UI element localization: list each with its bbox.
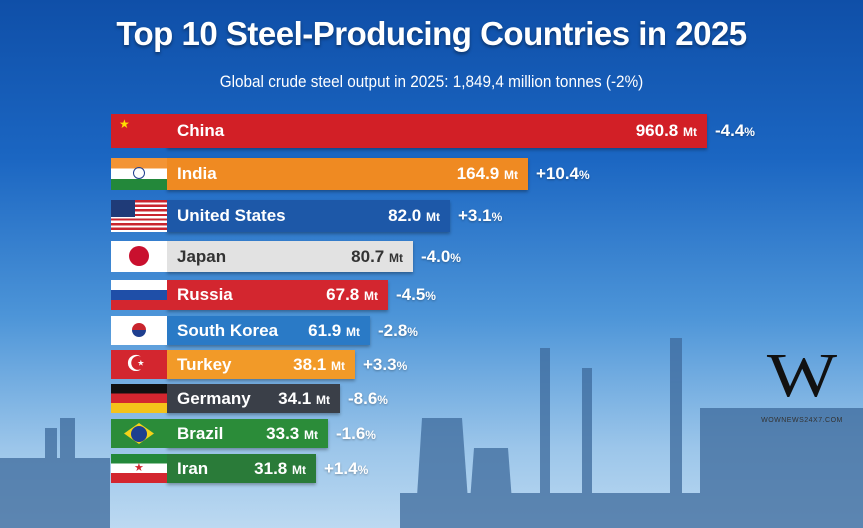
country-label: India (177, 164, 217, 183)
value-label: 34.1 Mt (278, 388, 330, 408)
bar-row-japan: Japan 80.7 Mt -4.0% (111, 241, 461, 272)
value-label: 61.9 Mt (308, 320, 360, 340)
bar-row-brazil: Brazil 33.3 Mt -1.6% (111, 419, 376, 448)
change-label: +3.1% (458, 206, 503, 225)
country-label: Turkey (177, 354, 232, 374)
flag-icon (111, 384, 167, 413)
change-label: +3.3% (363, 354, 408, 374)
value-label: 33.3 Mt (266, 423, 318, 443)
country-label: China (177, 121, 225, 140)
country-label: Iran (177, 458, 209, 478)
logo-text: WOWNEWS24X7.COM (761, 417, 843, 424)
flag-icon (111, 158, 167, 190)
change-label: +1.4% (324, 458, 369, 478)
bar-row-india: India 164.9 Mt +10.4% (111, 158, 590, 190)
bar: Turkey 38.1 Mt (167, 350, 355, 379)
value-label: 82.0 Mt (388, 206, 440, 225)
change-label: -4.4% (715, 121, 755, 140)
flag-icon (111, 200, 167, 232)
bar-row-china: ★ China 960.8 Mt -4.4% (111, 114, 755, 148)
bar-row-united-states: United States 82.0 Mt +3.1% (111, 200, 502, 232)
flag-icon (111, 280, 167, 310)
bar-row-south-korea: South Korea 61.9 Mt -2.8% (111, 316, 418, 345)
bar: Germany 34.1 Mt (167, 384, 340, 413)
value-label: 31.8 Mt (254, 458, 306, 478)
value-label: 38.1 Mt (293, 354, 345, 374)
flag-icon (111, 419, 167, 448)
bar: United States 82.0 Mt (167, 200, 450, 232)
chart-title: Top 10 Steel-Producing Countries in 2025 (116, 15, 747, 52)
flag-icon (111, 241, 167, 272)
flag-icon (111, 316, 167, 345)
change-label: -4.0% (421, 246, 461, 266)
flag-icon: ★ (111, 454, 167, 483)
value-label: 80.7 Mt (351, 246, 403, 266)
change-label: -1.6% (336, 423, 376, 443)
bar: India 164.9 Mt (167, 158, 528, 190)
bar: China 960.8 Mt (167, 114, 707, 148)
value-label: 67.8 Mt (326, 285, 378, 304)
bar: Japan 80.7 Mt (167, 241, 413, 272)
value-label: 164.9 Mt (456, 164, 518, 183)
change-label: -4.5% (396, 285, 436, 304)
country-label: South Korea (177, 320, 279, 340)
industrial-skyline-background (0, 338, 863, 528)
bar-row-germany: Germany 34.1 Mt -8.6% (111, 384, 388, 413)
change-label: -8.6% (348, 388, 388, 408)
wownews-logo: W WOWNEWS24X7.COM (752, 340, 852, 425)
bar: South Korea 61.9 Mt (167, 316, 370, 345)
value-label: 960.8 Mt (635, 121, 697, 140)
bar: Iran 31.8 Mt (167, 454, 316, 483)
flag-icon: ☪ (111, 350, 167, 379)
country-label: Germany (177, 388, 251, 408)
chart-subtitle: Global crude steel output in 2025: 1,849… (219, 72, 644, 91)
change-label: -2.8% (378, 320, 418, 340)
bar: Russia 67.8 Mt (167, 280, 388, 310)
flag-icon: ★ (111, 114, 167, 148)
bar-row-iran: ★ Iran 31.8 Mt +1.4% (111, 454, 368, 483)
bar: Brazil 33.3 Mt (167, 419, 328, 448)
country-label: Japan (177, 246, 227, 266)
country-label: United States (177, 206, 286, 225)
change-label: +10.4% (536, 164, 590, 183)
bar-row-russia: Russia 67.8 Mt -4.5% (111, 280, 436, 310)
bar-row-turkey: ☪ Turkey 38.1 Mt +3.3% (111, 350, 407, 379)
logo-letter: W (766, 342, 838, 410)
country-label: Russia (177, 285, 233, 304)
country-label: Brazil (177, 423, 224, 443)
